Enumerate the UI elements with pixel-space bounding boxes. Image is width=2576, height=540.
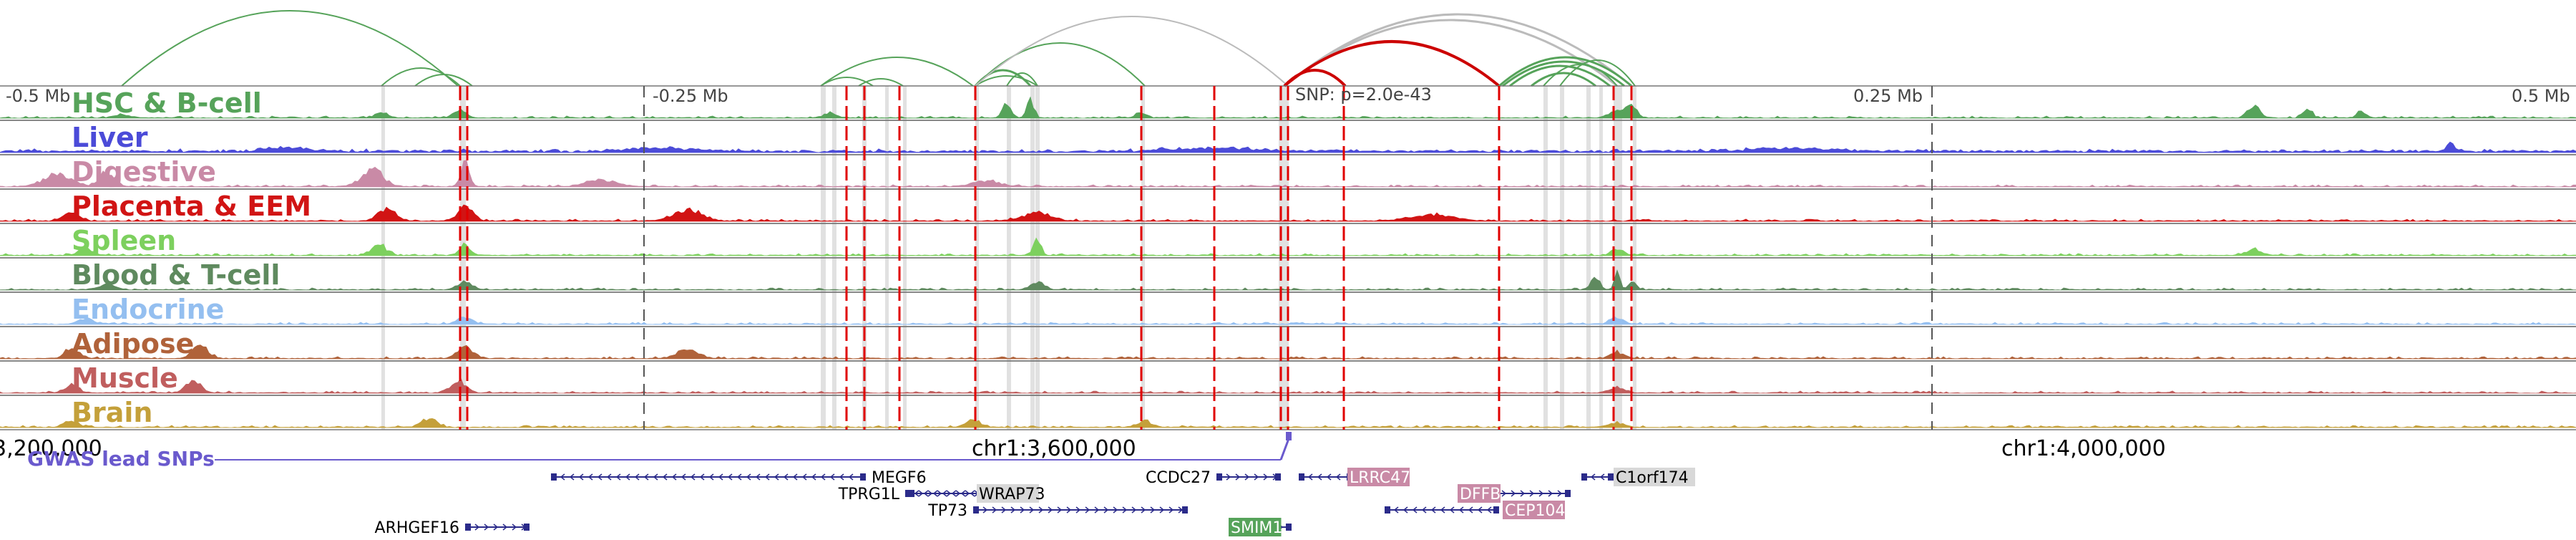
gene-track: MEGF6 CCDC27 LRRC47 C1orf174 TPRG1L WRAP73 DFF… bbox=[375, 468, 1695, 537]
signal-track bbox=[0, 269, 2576, 291]
coordinate-label-center: chr1:3,600,000 bbox=[972, 436, 1136, 461]
gene-model[interactable]: LRRC47 bbox=[1299, 468, 1410, 487]
signal-track bbox=[0, 237, 2576, 256]
gene-label: DFFB bbox=[1460, 486, 1501, 503]
loop-arc bbox=[1498, 56, 1632, 87]
loop-arc bbox=[1284, 13, 1632, 87]
track-label: Spleen bbox=[72, 225, 176, 256]
loop-arc bbox=[975, 42, 1146, 87]
loop-arc bbox=[121, 10, 459, 87]
track-label: Placenta & EEM bbox=[72, 191, 311, 222]
gene-model[interactable]: ARHGEF16 bbox=[375, 519, 530, 537]
gene-highlight bbox=[1229, 518, 1282, 536]
loop-arc bbox=[1283, 40, 1501, 87]
gene-label: ARHGEF16 bbox=[375, 519, 459, 537]
loop-arc bbox=[975, 75, 1038, 87]
signal-track bbox=[0, 96, 2576, 119]
coordinate-label-left: 3,200,000 bbox=[0, 436, 102, 461]
gwas-track-label: GWAS lead SNPs bbox=[27, 447, 215, 471]
track-label: Blood & T-cell bbox=[72, 259, 280, 291]
coordinate-axis: 3,200,000 chr1:3,600,000 chr1:4,000,000 bbox=[0, 436, 2166, 461]
snp-highlight-lines bbox=[459, 86, 1933, 430]
snp-pvalue-label: SNP: p=2.0e-43 bbox=[1295, 85, 1432, 105]
loop-arc bbox=[1502, 60, 1625, 87]
track-label: Liver bbox=[72, 122, 148, 153]
gene-label: CCDC27 bbox=[1146, 469, 1211, 487]
signal-track bbox=[0, 418, 2576, 428]
gene-label: CEP104 bbox=[1505, 502, 1566, 520]
gene-label: SMIM1 bbox=[1231, 519, 1282, 537]
signal-track bbox=[0, 160, 2576, 188]
gene-highlight bbox=[1347, 468, 1410, 486]
gene-model[interactable]: WRAP73 bbox=[905, 484, 1045, 503]
track-label: Digestive bbox=[72, 156, 216, 188]
gene-model[interactable]: DFFB bbox=[1458, 484, 1571, 503]
loop-arc bbox=[820, 77, 874, 87]
gene-model[interactable]: MEGF6 bbox=[551, 469, 927, 487]
loop-arc bbox=[1531, 72, 1596, 87]
track-label: HSC & B-cell bbox=[72, 87, 262, 119]
gene-highlight bbox=[1614, 468, 1695, 486]
gene-highlight bbox=[977, 484, 1039, 503]
gwas-lead-snp-marker[interactable] bbox=[1286, 432, 1292, 440]
gene-label: MEGF6 bbox=[872, 469, 927, 487]
gene-highlight bbox=[1458, 484, 1501, 503]
scale-label-right: 0.5 Mb bbox=[2512, 86, 2570, 106]
chromatin-loop-arcs bbox=[121, 10, 1636, 87]
track-label: Muscle bbox=[72, 362, 178, 394]
gene-highlight bbox=[1503, 501, 1565, 519]
gene-model[interactable]: TP73 bbox=[927, 502, 1188, 520]
scale-label-plus-quarter: 0.25 Mb bbox=[1853, 86, 1923, 106]
gene-label: TP73 bbox=[927, 502, 967, 520]
gene-label: C1orf174 bbox=[1616, 469, 1689, 487]
loop-arc bbox=[1559, 59, 1636, 87]
signal-track bbox=[0, 377, 2576, 394]
gene-model[interactable]: SMIM1 bbox=[1229, 518, 1292, 537]
gene-label: WRAP73 bbox=[979, 486, 1045, 503]
gene-label: LRRC47 bbox=[1350, 469, 1410, 487]
loop-arc bbox=[820, 57, 974, 87]
loop-arc bbox=[414, 74, 473, 87]
loop-arc bbox=[975, 16, 1289, 87]
loop-arc bbox=[858, 78, 904, 87]
loop-arc bbox=[381, 67, 461, 87]
coordinate-label-right: chr1:4,000,000 bbox=[2001, 436, 2166, 461]
loop-arc bbox=[1006, 72, 1038, 87]
signal-track bbox=[0, 316, 2576, 325]
loop-arc bbox=[1509, 64, 1611, 87]
gene-model[interactable]: CEP104 bbox=[1385, 501, 1566, 520]
scale-label-minus-quarter: -0.25 Mb bbox=[653, 86, 728, 106]
gwas-track: GWAS lead SNPs bbox=[27, 432, 1292, 471]
loop-arc bbox=[1543, 64, 1618, 87]
scale-label-left: -0.5 Mb bbox=[6, 86, 70, 106]
track-label: Adipose bbox=[72, 328, 194, 360]
track-label: Endocrine bbox=[72, 294, 224, 325]
signal-track bbox=[0, 344, 2576, 360]
loop-arc bbox=[1283, 69, 1347, 87]
gene-model[interactable]: C1orf174 bbox=[1581, 468, 1695, 487]
gene-label: TPRG1L bbox=[838, 486, 900, 503]
signal-track bbox=[0, 204, 2576, 222]
track-label: Brain bbox=[72, 397, 152, 428]
gene-model[interactable]: CCDC27 bbox=[1146, 469, 1281, 487]
